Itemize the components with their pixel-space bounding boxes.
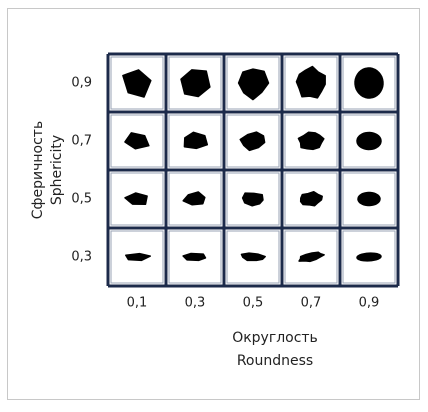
- particle: [358, 193, 380, 206]
- x-title-ru: Округлость: [232, 330, 318, 346]
- diagram: Сферичность Sphericity Округлость Roundn…: [0, 0, 428, 408]
- y-tick-label: 0,5: [71, 192, 92, 207]
- x-tick-label: 0,3: [185, 296, 206, 311]
- x-tick-label: 0,1: [127, 296, 148, 311]
- x-tick-label: 0,9: [359, 296, 380, 311]
- grid: [108, 54, 398, 286]
- y-title-en: Sphericity: [49, 135, 65, 205]
- particle: [357, 253, 381, 262]
- x-tick-label: 0,7: [301, 296, 322, 311]
- y-tick-label: 0,9: [71, 76, 92, 91]
- y-title-ru: Сферичность: [30, 121, 46, 219]
- x-tick-label: 0,5: [243, 296, 264, 311]
- particle: [357, 133, 381, 150]
- x-title-en: Roundness: [237, 353, 313, 369]
- y-tick-label: 0,3: [71, 250, 92, 265]
- y-tick-label: 0,7: [71, 134, 92, 149]
- particle: [183, 253, 206, 260]
